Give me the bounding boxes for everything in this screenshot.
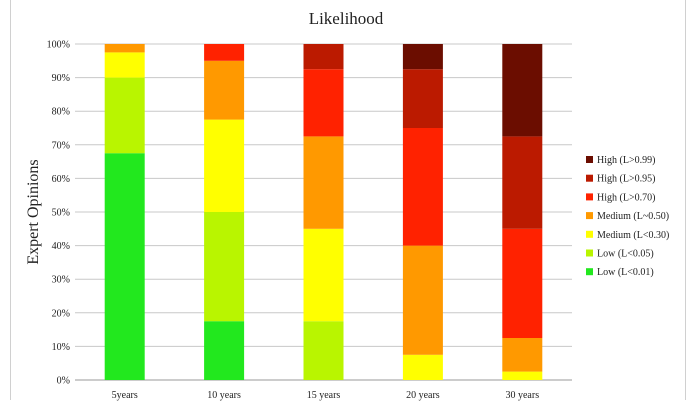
bar-segment (204, 119, 245, 212)
bar-segment (402, 128, 443, 246)
legend-swatch (586, 212, 593, 220)
bar-segment (402, 245, 443, 355)
x-tick-label: 15 years (307, 390, 341, 401)
legend-swatch (586, 156, 593, 163)
bar-segment (204, 44, 245, 61)
bar-segment (502, 371, 543, 380)
y-tick-label: 60% (52, 174, 70, 185)
legend-label: High (L>0.99) (597, 155, 655, 166)
legend-label: Low (L<0.01) (597, 267, 654, 278)
y-tick-label: 30% (52, 275, 70, 286)
bars (104, 44, 543, 380)
bar-segment (402, 354, 443, 380)
bar-segment (502, 44, 543, 137)
y-tick-label: 100% (47, 40, 70, 51)
bar-segment (104, 44, 145, 53)
y-axis-label: Expert Opinions (25, 159, 42, 264)
bar-segment (303, 69, 344, 137)
y-tick-label: 0% (57, 376, 70, 387)
x-tick-label: 30 years (505, 390, 539, 401)
bar-segment (303, 228, 344, 322)
chart-frame (10, 0, 686, 400)
bar-segment (502, 228, 543, 338)
x-tick-label: 10 years (207, 390, 241, 401)
x-axis-ticks: 5years 10 years 15 years 20 years 30 years (112, 390, 540, 401)
bar-segment (204, 212, 245, 322)
bar-segment (104, 153, 145, 380)
legend-label: Medium (L<0.30) (597, 230, 669, 241)
y-axis-ticks: 0% 10% 20% 30% 40% 50% 60% 70% 80% 90% 100% (47, 40, 70, 387)
legend-label: High (L>0.70) (597, 192, 655, 203)
y-tick-label: 80% (52, 107, 70, 118)
y-tick-label: 40% (52, 241, 70, 252)
y-tick-label: 20% (52, 308, 70, 319)
chart-title: Likelihood (309, 9, 384, 28)
bar-segment (303, 136, 344, 229)
legend: High (L>0.99) High (L>0.95) High (L>0.70) M… (586, 155, 669, 278)
bar-segment (303, 44, 344, 70)
y-tick-label: 90% (52, 73, 70, 84)
bar-segment (204, 60, 245, 120)
legend-swatch (586, 174, 593, 182)
y-tick-label: 70% (52, 140, 70, 151)
legend-label: Low (L<0.05) (597, 249, 654, 260)
x-tick-label: 20 years (406, 390, 440, 401)
bar-segment (402, 69, 443, 128)
bar-segment (303, 321, 344, 380)
y-tick-label: 50% (52, 208, 70, 219)
legend-label: High (L>0.95) (597, 174, 655, 185)
bar-segment (204, 321, 245, 380)
bar-segment (104, 77, 145, 154)
bar-segment (502, 136, 543, 229)
bar-segment (402, 44, 443, 70)
legend-swatch (586, 193, 593, 201)
bar-segment (502, 338, 543, 372)
legend-swatch (586, 230, 593, 238)
x-tick-label: 5years (112, 390, 138, 401)
legend-swatch (586, 249, 593, 257)
y-tick-label: 10% (52, 342, 70, 353)
legend-label: Medium (L~0.50) (597, 211, 669, 222)
bar-segment (104, 52, 145, 78)
legend-swatch (586, 268, 593, 276)
